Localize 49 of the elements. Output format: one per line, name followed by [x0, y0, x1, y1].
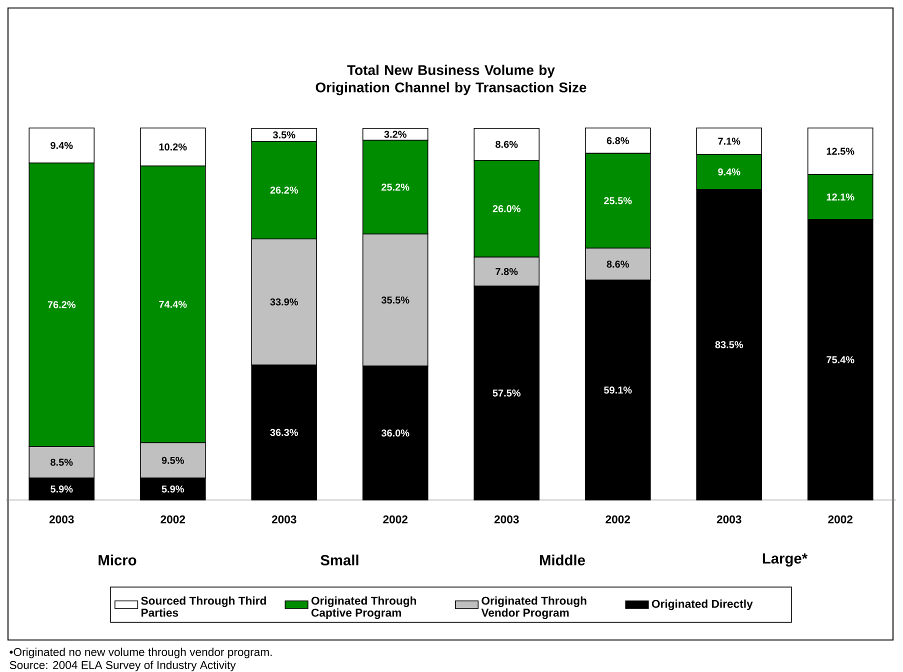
legend-label: Sourced Through Third Parties — [141, 596, 266, 617]
data-label: 3.5% — [272, 131, 296, 138]
data-label: 76.2% — [48, 301, 76, 308]
x-tick-label: 2002 — [606, 515, 630, 524]
data-label: 8.6% — [606, 260, 629, 268]
data-label: 10.2% — [159, 143, 187, 151]
data-label: 12.5% — [826, 148, 854, 155]
data-label: 9.5% — [162, 456, 184, 464]
data-label: 36.0% — [381, 429, 410, 437]
x-tick-label: 2002 — [383, 515, 408, 524]
data-label: 9.4% — [50, 142, 73, 150]
data-label: 25.5% — [604, 197, 632, 204]
data-label: 26.0% — [492, 205, 521, 212]
data-label: 35.5% — [381, 296, 410, 304]
data-label: 3.2% — [384, 130, 406, 138]
x-tick-label: 2002 — [828, 515, 853, 524]
chart-title: Total New Business Volume by Origination Channel by Transaction Size — [316, 64, 586, 96]
data-label: 57.5% — [492, 390, 521, 397]
text: Middle — [540, 554, 585, 566]
data-label: 83.5% — [715, 341, 744, 348]
text: Micro — [98, 554, 136, 566]
data-label: 8.6% — [496, 140, 518, 148]
data-label: 5.9% — [50, 485, 73, 493]
data-label: 74.4% — [159, 300, 187, 308]
data-label: 25.2% — [382, 184, 410, 191]
data-label: 12.1% — [826, 193, 854, 201]
text: Small — [320, 554, 358, 566]
data-label: 7.8% — [496, 268, 518, 276]
data-label: 7.1% — [718, 138, 740, 145]
x-tick-label: 2002 — [160, 515, 186, 524]
legend-label: Originated Through Vendor Program — [481, 596, 586, 620]
data-label: 33.9% — [270, 298, 298, 306]
data-label: 6.8% — [606, 137, 629, 144]
x-tick-label: 2003 — [49, 515, 74, 524]
legend-label: Originated Directly — [652, 600, 753, 610]
data-label: 59.1% — [604, 386, 632, 394]
data-label: 26.2% — [270, 186, 298, 194]
data-label: 75.4% — [826, 356, 854, 364]
legend-label: Originated Through Captive Program — [311, 596, 416, 620]
data-label: 8.5% — [50, 458, 73, 466]
data-label: 9.4% — [718, 168, 740, 176]
data-label: 36.3% — [270, 428, 298, 436]
x-tick-label: 2003 — [494, 515, 519, 524]
source-note: Source: 2004 ELA Survey of Industry Activity — [10, 660, 236, 672]
data-label: 5.9% — [162, 485, 184, 493]
text: •Originated no new volume through vendor program. — [10, 648, 272, 658]
x-tick-label: 2003 — [716, 515, 742, 524]
x-tick-label: 2003 — [272, 515, 296, 524]
text: Large* — [762, 553, 808, 567]
